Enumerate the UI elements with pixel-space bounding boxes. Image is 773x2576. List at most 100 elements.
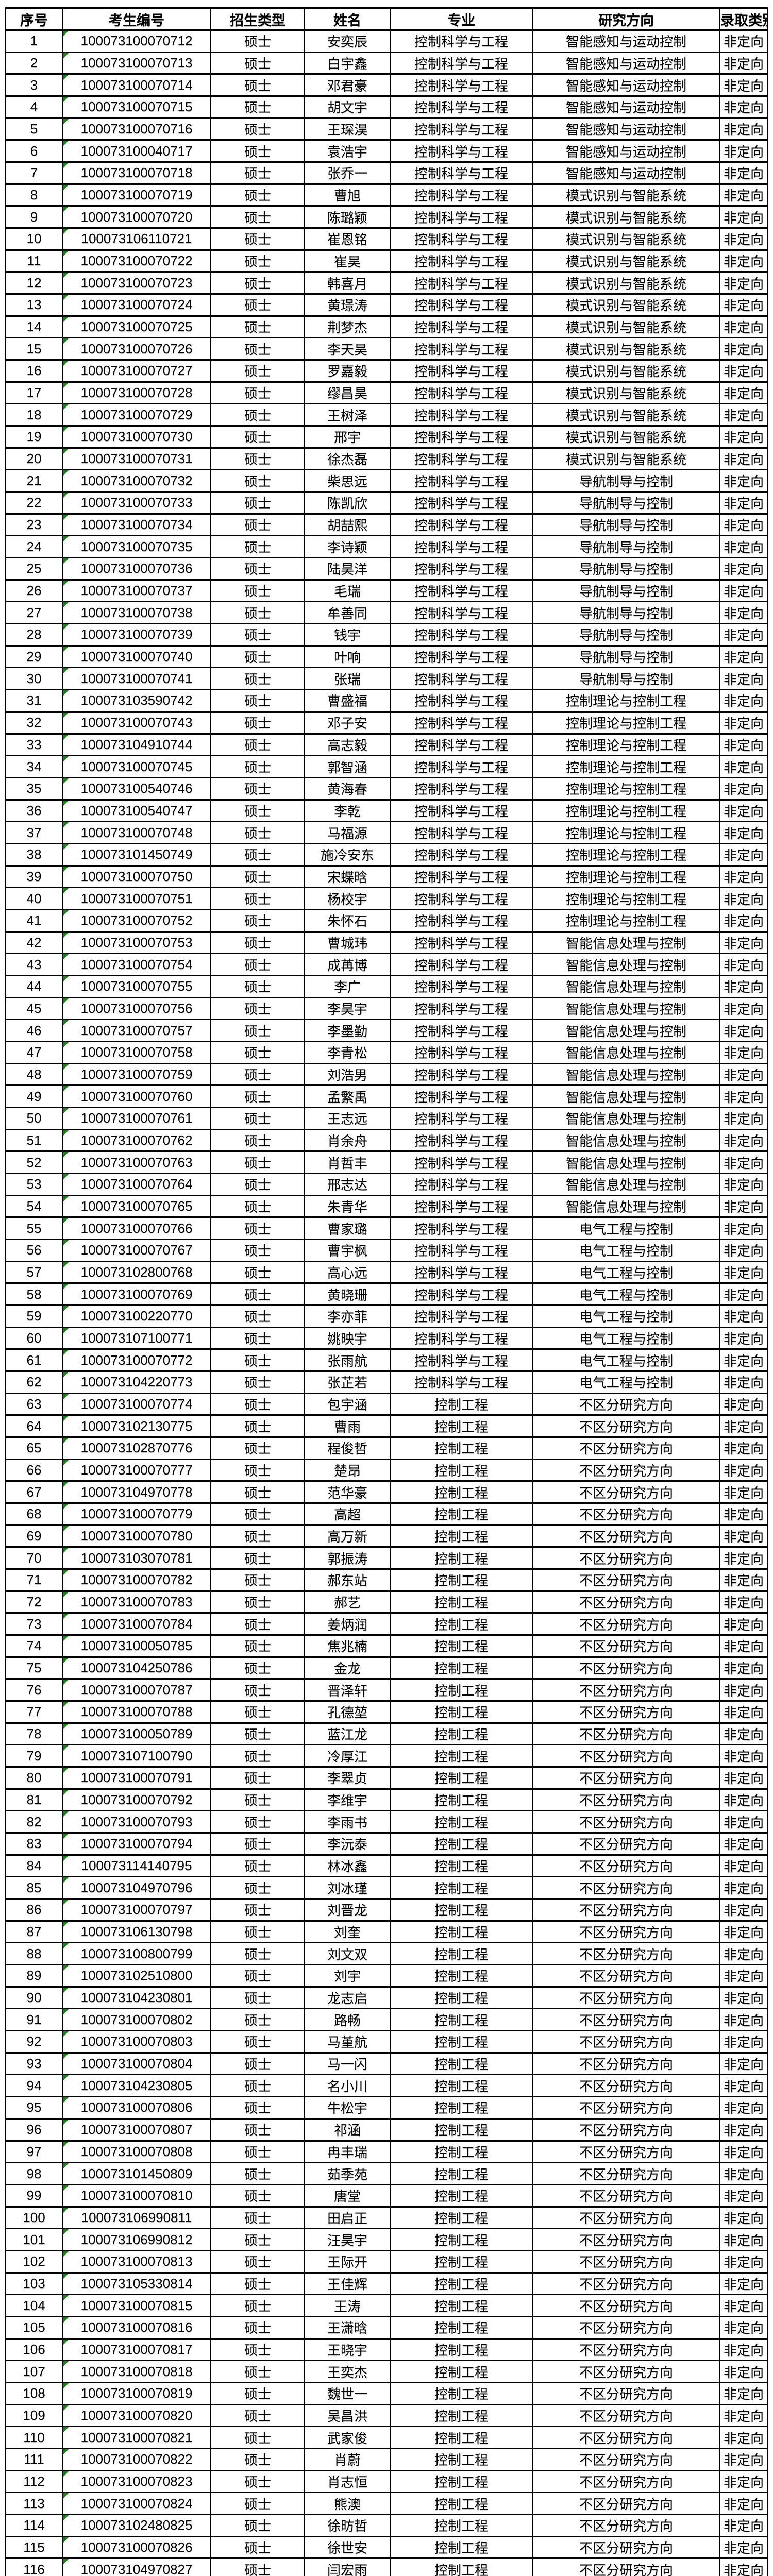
cell-major: 控制工程 (390, 2381, 533, 2405)
cell-value: 硕士 (244, 408, 271, 423)
cell-value: 非定向 (723, 1925, 764, 1941)
cell-name: 柴思远 (304, 469, 391, 493)
cell-research-direction: 不区分研究方向 (532, 2162, 720, 2185)
cell-value: 非定向 (723, 1463, 764, 1479)
cell-candidate-id: 100073100070804 (62, 2052, 211, 2076)
cell-research-direction: 不区分研究方向 (532, 1480, 720, 1504)
table-row: 49 100073100070760 硕士 孟繁禹 控制科学与工程 智能信息处理与控制 非定… (5, 1084, 768, 1108)
cell-major: 控制科学与工程 (390, 1260, 533, 1284)
cell-research-direction: 不区分研究方向 (532, 2052, 720, 2076)
cell-value: 100073100050785 (80, 1638, 193, 1654)
cell-admission-type: 硕士 (210, 2030, 305, 2054)
cell-admission-category: 非定向 (719, 315, 768, 339)
cell-research-direction: 不区分研究方向 (532, 1986, 720, 2010)
cell-value: 李青松 (327, 1045, 367, 1061)
cell-value: 非定向 (723, 2123, 764, 2139)
cell-name: 马福源 (304, 821, 391, 844)
cell-value: 控制科学与工程 (414, 1023, 508, 1039)
table-row: 25 100073100070736 硕士 陆昊洋 控制科学与工程 导航制导与控制 非定向 (5, 557, 768, 581)
cell-value: 硕士 (244, 1749, 271, 1765)
cell-index: 81 (5, 1788, 63, 1812)
cell-index: 69 (5, 1524, 63, 1548)
table-row: 12 100073100070723 硕士 韩喜月 控制科学与工程 模式识别与智能系统 非定… (5, 271, 768, 295)
table-row: 13 100073100070724 硕士 黄璟涛 控制科学与工程 模式识别与智能系统 非定… (5, 293, 768, 317)
cell-name: 邢志达 (304, 1172, 391, 1196)
cell-major: 控制科学与工程 (390, 425, 533, 449)
cell-value: 控制工程 (434, 1551, 488, 1567)
cell-value: 柴思远 (327, 473, 367, 489)
cell-value: 100073100070783 (80, 1594, 193, 1610)
cell-value: 84 (26, 1858, 42, 1874)
cell-research-direction: 不区分研究方向 (532, 1876, 720, 1900)
cell-value: 叶响 (333, 650, 361, 666)
text-format-flag-icon (63, 2340, 69, 2345)
cell-value: 不区分研究方向 (579, 2540, 673, 2556)
cell-index: 2 (5, 51, 63, 75)
cell-value: 硕士 (244, 562, 271, 578)
cell-value: 100073100070763 (80, 1154, 193, 1170)
cell-value: 非定向 (723, 1837, 764, 1853)
table-row: 89 100073102510800 硕士 刘宇 控制工程 不区分研究方向 非定向 (5, 1964, 768, 1988)
text-format-flag-icon (63, 955, 69, 960)
table-row: 40 100073100070751 硕士 杨校宇 控制科学与工程 控制理论与控制工程 非定… (5, 887, 768, 910)
cell-value: 不区分研究方向 (579, 2166, 673, 2182)
cell-admission-type: 硕士 (210, 2052, 305, 2076)
text-format-flag-icon (63, 1482, 69, 1488)
cell-admission-type: 硕士 (210, 974, 305, 998)
cell-value: 24 (26, 538, 42, 554)
cell-candidate-id: 100073104970796 (62, 1876, 211, 1900)
cell-value: 硕士 (244, 628, 271, 643)
cell-value: 非定向 (723, 2452, 764, 2468)
cell-value: 智能感知与运动控制 (565, 56, 686, 72)
cell-name: 白宇鑫 (304, 51, 391, 75)
cell-admission-type: 硕士 (210, 1854, 305, 1878)
cell-admission-category: 非定向 (719, 733, 768, 757)
cell-value: 31 (26, 692, 42, 708)
cell-value: 硕士 (244, 298, 271, 314)
cell-value: 17 (26, 385, 42, 401)
cell-value: 非定向 (723, 1793, 764, 1809)
cell-value: 智能感知与运动控制 (565, 122, 686, 138)
cell-index: 35 (5, 776, 63, 801)
cell-admission-category: 非定向 (719, 1568, 768, 1592)
cell-admission-type: 硕士 (210, 1832, 305, 1856)
cell-major: 控制工程 (390, 1810, 533, 1834)
cell-research-direction: 不区分研究方向 (532, 2337, 720, 2362)
cell-admission-type: 硕士 (210, 1942, 305, 1966)
cell-value: 非定向 (723, 1903, 764, 1919)
cell-value: 罗嘉毅 (327, 364, 367, 380)
cell-candidate-id: 100073102130775 (62, 1414, 211, 1438)
cell-value: 100073100070758 (80, 1044, 193, 1060)
cell-admission-type: 硕士 (210, 2183, 305, 2208)
cell-admission-category: 非定向 (719, 2052, 768, 2076)
cell-value: 电气工程与控制 (579, 1309, 673, 1325)
cell-value: 硕士 (244, 56, 271, 72)
cell-name: 龙志启 (304, 1986, 391, 2010)
cell-value: 电气工程与控制 (579, 1243, 673, 1259)
cell-admission-category: 非定向 (719, 1502, 768, 1526)
cell-index: 33 (5, 733, 63, 757)
cell-value: 硕士 (244, 2057, 271, 2073)
cell-admission-category: 非定向 (719, 161, 768, 185)
cell-admission-category: 非定向 (719, 842, 768, 867)
cell-research-direction: 不区分研究方向 (532, 1854, 720, 1878)
cell-value: 22 (26, 495, 42, 511)
cell-value: 控制科学与工程 (414, 254, 508, 270)
cell-major: 控制科学与工程 (390, 1106, 533, 1130)
cell-value: 郝东站 (327, 1573, 367, 1589)
cell-value: 控制科学与工程 (414, 825, 508, 841)
cell-index: 12 (5, 271, 63, 295)
cell-value: 硕士 (244, 1133, 271, 1149)
cell-admission-type: 硕士 (210, 1348, 305, 1372)
cell-admission-type: 硕士 (210, 1722, 305, 1746)
text-format-flag-icon (63, 779, 69, 784)
text-format-flag-icon (63, 1218, 69, 1224)
cell-value: 32 (26, 715, 42, 731)
cell-index: 37 (5, 821, 63, 844)
cell-name: 张芷若 (304, 1370, 391, 1394)
cell-value: 不区分研究方向 (579, 1705, 673, 1721)
cell-value: 100073100070748 (80, 824, 193, 840)
cell-value: 44 (26, 978, 42, 994)
cell-index: 108 (5, 2381, 63, 2405)
cell-value: 控制工程 (434, 2320, 488, 2336)
